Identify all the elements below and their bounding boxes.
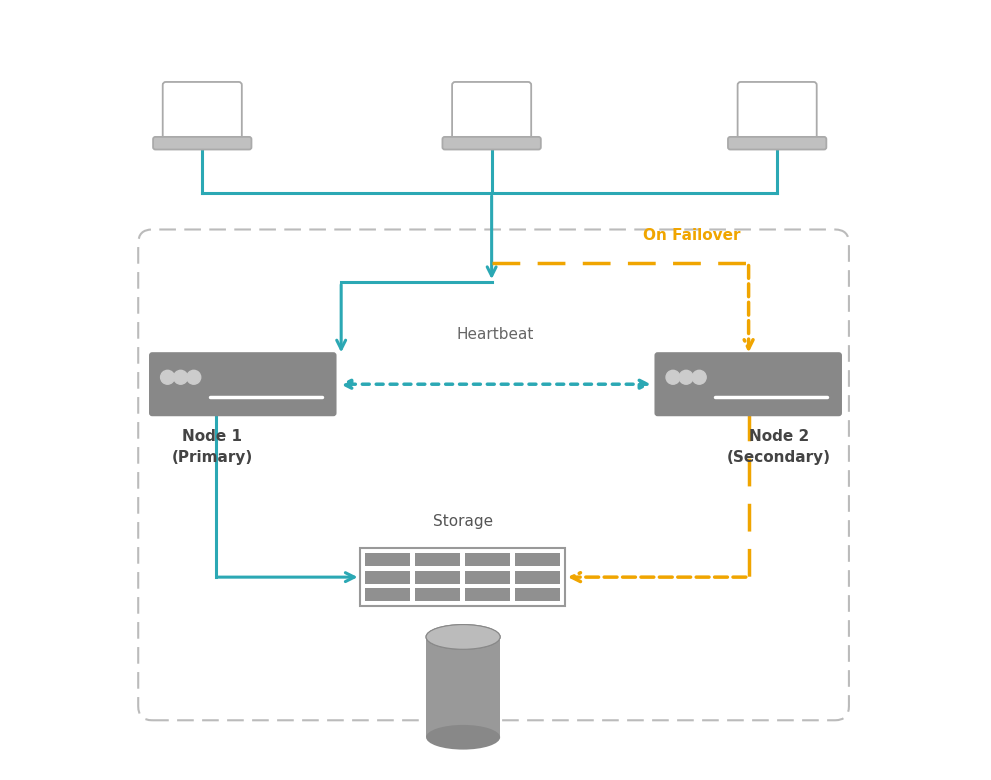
Ellipse shape bbox=[426, 625, 500, 649]
FancyBboxPatch shape bbox=[737, 82, 817, 142]
Bar bbox=[426, 637, 500, 736]
Circle shape bbox=[161, 370, 174, 385]
Text: Node 1
(Primary): Node 1 (Primary) bbox=[171, 428, 253, 465]
Bar bbox=[365, 553, 410, 566]
Bar bbox=[515, 588, 560, 601]
Bar bbox=[515, 571, 560, 583]
Bar bbox=[415, 571, 461, 583]
Bar bbox=[465, 553, 510, 566]
Circle shape bbox=[679, 370, 693, 385]
Text: Storage: Storage bbox=[433, 514, 493, 529]
FancyBboxPatch shape bbox=[138, 229, 849, 720]
Circle shape bbox=[187, 370, 201, 385]
FancyBboxPatch shape bbox=[654, 353, 842, 417]
Circle shape bbox=[173, 370, 187, 385]
FancyBboxPatch shape bbox=[728, 137, 826, 150]
Circle shape bbox=[666, 370, 680, 385]
Bar bbox=[365, 588, 410, 601]
Bar bbox=[415, 553, 461, 566]
FancyBboxPatch shape bbox=[163, 82, 242, 142]
Text: Node 2
(Secondary): Node 2 (Secondary) bbox=[727, 428, 831, 465]
Bar bbox=[465, 588, 510, 601]
Ellipse shape bbox=[426, 725, 500, 750]
FancyBboxPatch shape bbox=[442, 137, 541, 150]
Ellipse shape bbox=[426, 625, 500, 649]
Circle shape bbox=[693, 370, 707, 385]
Text: On Failover: On Failover bbox=[643, 229, 741, 243]
Bar bbox=[365, 571, 410, 583]
FancyBboxPatch shape bbox=[149, 353, 337, 417]
Bar bbox=[465, 571, 510, 583]
FancyBboxPatch shape bbox=[153, 137, 252, 150]
FancyBboxPatch shape bbox=[452, 82, 531, 142]
Bar bbox=[426, 637, 500, 737]
Bar bbox=[361, 548, 565, 606]
Text: Heartbeat: Heartbeat bbox=[457, 327, 534, 342]
Bar bbox=[515, 553, 560, 566]
Bar bbox=[415, 588, 461, 601]
